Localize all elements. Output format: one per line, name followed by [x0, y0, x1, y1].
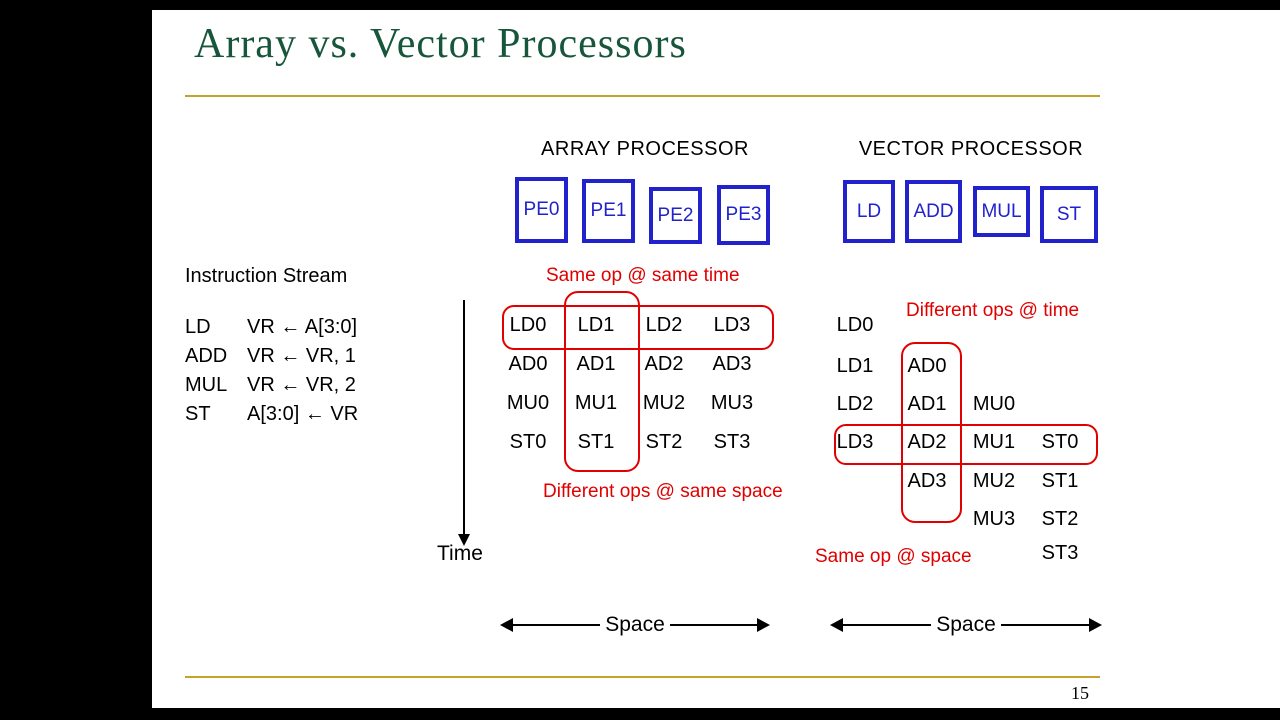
- vector-unit-box: LD: [843, 180, 895, 243]
- vector-op-cell: ST2: [1041, 508, 1079, 530]
- vector-space-axis: Space: [830, 613, 1103, 636]
- array-grid-cell: ST2: [645, 431, 683, 453]
- array-processor-heading: ARRAY PROCESSOR: [541, 138, 749, 160]
- instruction-operands: A[3:0] ← VR: [247, 403, 359, 425]
- array-grid-cell: ST3: [713, 431, 751, 453]
- vector-op-cell: LD2: [836, 393, 874, 415]
- slide-title: Array vs. Vector Processors: [194, 21, 687, 67]
- vector-op-cell: AD2: [907, 431, 947, 453]
- title-divider-rule: [185, 95, 1100, 97]
- time-axis-line: [463, 300, 465, 536]
- pe-box: PE3: [717, 185, 770, 245]
- pe-box: PE2: [649, 187, 702, 244]
- vector-op-cell: ST0: [1041, 431, 1079, 453]
- arrow-left-icon: [830, 618, 843, 632]
- annotation-same-op-space: Same op @ space: [815, 546, 972, 567]
- highlight-array-row-outline: [502, 305, 774, 350]
- time-axis-label: Time: [437, 542, 483, 565]
- array-grid-cell: AD2: [644, 353, 684, 375]
- instruction-row: ADD VR ← VR, 1: [185, 342, 358, 371]
- highlight-vector-column-outline: [901, 342, 962, 523]
- array-space-axis: Space: [500, 613, 771, 636]
- vector-unit-box: MUL: [973, 186, 1030, 237]
- array-space-label: Space: [605, 613, 665, 636]
- arrow-right-icon: [1089, 618, 1103, 632]
- vector-op-cell: MU1: [972, 431, 1016, 453]
- highlight-vector-row-outline: [834, 424, 1098, 465]
- array-grid-cell: LD1: [577, 314, 615, 336]
- vector-op-cell: ST3: [1041, 542, 1079, 564]
- vector-unit-box: ST: [1040, 186, 1098, 243]
- instruction-op: MUL: [185, 374, 228, 396]
- axis-line: [843, 624, 932, 626]
- vector-unit-box: ADD: [905, 180, 962, 243]
- array-grid-cell: AD3: [712, 353, 752, 375]
- pe-box: PE0: [515, 177, 568, 243]
- array-grid-cell: ST1: [577, 431, 615, 453]
- instruction-stream-heading: Instruction Stream: [185, 265, 348, 287]
- axis-line: [669, 624, 758, 626]
- array-grid-cell: LD2: [645, 314, 683, 336]
- instruction-row: MUL VR ← VR, 2: [185, 371, 358, 400]
- vector-op-cell: AD3: [907, 470, 947, 492]
- array-grid-cell: MU2: [642, 392, 686, 414]
- arrow-right-icon: [757, 618, 771, 632]
- slide: Array vs. Vector Processors ARRAY PROCES…: [152, 10, 1280, 708]
- highlight-array-column-outline: [564, 291, 640, 472]
- footer-rule: [185, 676, 1100, 678]
- array-grid-cell: ST0: [509, 431, 547, 453]
- array-grid-cell: MU0: [506, 392, 550, 414]
- instruction-operands: VR ← A[3:0]: [247, 316, 358, 338]
- instruction-operands: VR ← VR, 2: [247, 374, 356, 396]
- vector-op-cell: AD1: [907, 393, 947, 415]
- instruction-op: ST: [185, 403, 211, 425]
- vector-op-cell: LD0: [836, 314, 874, 336]
- vector-op-cell: AD0: [907, 355, 947, 377]
- axis-line: [1000, 624, 1090, 626]
- annotation-same-op-same-time: Same op @ same time: [546, 265, 740, 286]
- time-axis-arrowhead-icon: [458, 534, 470, 546]
- array-grid-cell: LD0: [509, 314, 547, 336]
- vector-op-cell: LD1: [836, 355, 874, 377]
- vector-op-cell: MU2: [972, 470, 1016, 492]
- array-grid-cell: AD0: [508, 353, 548, 375]
- pe-box: PE1: [582, 179, 635, 243]
- axis-line: [513, 624, 601, 626]
- arrow-left-icon: [500, 618, 513, 632]
- array-op-grid: LD0 LD1 LD2 LD3 AD0 AD1 AD2 AD3 MU0 MU1 …: [494, 306, 766, 462]
- annotation-different-ops-same-space: Different ops @ same space: [543, 481, 783, 502]
- array-grid-cell: AD1: [576, 353, 616, 375]
- vector-processor-heading: VECTOR PROCESSOR: [858, 138, 1084, 160]
- vector-op-cell: MU3: [972, 508, 1016, 530]
- instruction-op: LD: [185, 316, 211, 338]
- instruction-operands: VR ← VR, 1: [247, 345, 356, 367]
- vector-op-cell: ST1: [1041, 470, 1079, 492]
- instruction-stream-list: LD VR ← A[3:0] ADD VR ← VR, 1 MUL VR ← V…: [185, 313, 358, 429]
- annotation-different-ops-time: Different ops @ time: [906, 300, 1080, 321]
- instruction-op: ADD: [185, 345, 228, 367]
- vector-op-cell: MU0: [972, 393, 1016, 415]
- page-number: 15: [1071, 683, 1089, 703]
- array-grid-cell: MU1: [574, 392, 618, 414]
- array-grid-cell: LD3: [713, 314, 751, 336]
- vector-op-cell: LD3: [836, 431, 874, 453]
- array-grid-cell: MU3: [710, 392, 754, 414]
- instruction-row: ST A[3:0] ← VR: [185, 400, 358, 429]
- vector-space-label: Space: [936, 613, 996, 636]
- instruction-row: LD VR ← A[3:0]: [185, 313, 358, 342]
